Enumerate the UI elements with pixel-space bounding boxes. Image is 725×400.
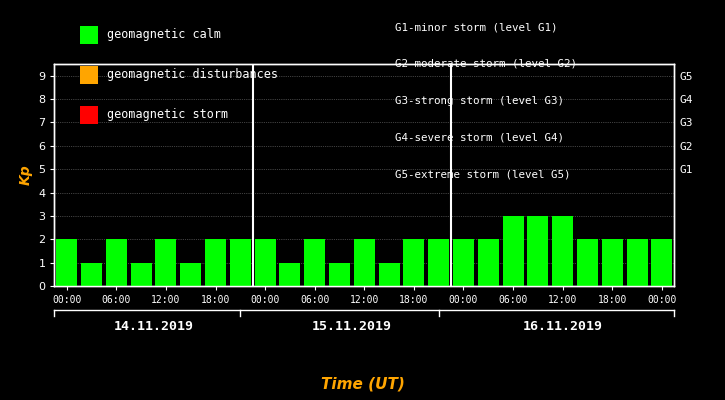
Bar xyxy=(577,239,598,286)
Y-axis label: Kp: Kp xyxy=(19,165,33,185)
Bar xyxy=(181,263,202,286)
Bar xyxy=(279,263,300,286)
Text: G2-moderate storm (level G2): G2-moderate storm (level G2) xyxy=(395,59,577,69)
Bar xyxy=(254,239,276,286)
Text: G3-strong storm (level G3): G3-strong storm (level G3) xyxy=(395,96,564,106)
Bar xyxy=(130,263,152,286)
Bar xyxy=(626,239,647,286)
Bar xyxy=(527,216,548,286)
Text: geomagnetic calm: geomagnetic calm xyxy=(107,28,220,42)
Text: 16.11.2019: 16.11.2019 xyxy=(523,320,602,332)
Bar xyxy=(602,239,623,286)
Bar xyxy=(230,239,251,286)
Bar xyxy=(453,239,474,286)
Bar xyxy=(403,239,424,286)
Bar xyxy=(354,239,375,286)
Bar xyxy=(502,216,523,286)
Bar xyxy=(155,239,176,286)
Text: 15.11.2019: 15.11.2019 xyxy=(312,320,392,332)
Bar xyxy=(478,239,499,286)
Bar xyxy=(57,239,78,286)
Bar xyxy=(106,239,127,286)
Bar xyxy=(304,239,326,286)
Bar xyxy=(205,239,226,286)
Bar xyxy=(552,216,573,286)
Text: geomagnetic disturbances: geomagnetic disturbances xyxy=(107,68,278,82)
Bar xyxy=(329,263,350,286)
Bar xyxy=(81,263,102,286)
Bar xyxy=(428,239,450,286)
Text: Time (UT): Time (UT) xyxy=(320,376,405,392)
Text: G5-extreme storm (level G5): G5-extreme storm (level G5) xyxy=(395,169,571,179)
Text: geomagnetic storm: geomagnetic storm xyxy=(107,108,228,122)
Text: 14.11.2019: 14.11.2019 xyxy=(114,320,194,332)
Text: G1-minor storm (level G1): G1-minor storm (level G1) xyxy=(395,22,558,32)
Text: G4-severe storm (level G4): G4-severe storm (level G4) xyxy=(395,132,564,142)
Bar xyxy=(651,239,672,286)
Bar xyxy=(378,263,399,286)
